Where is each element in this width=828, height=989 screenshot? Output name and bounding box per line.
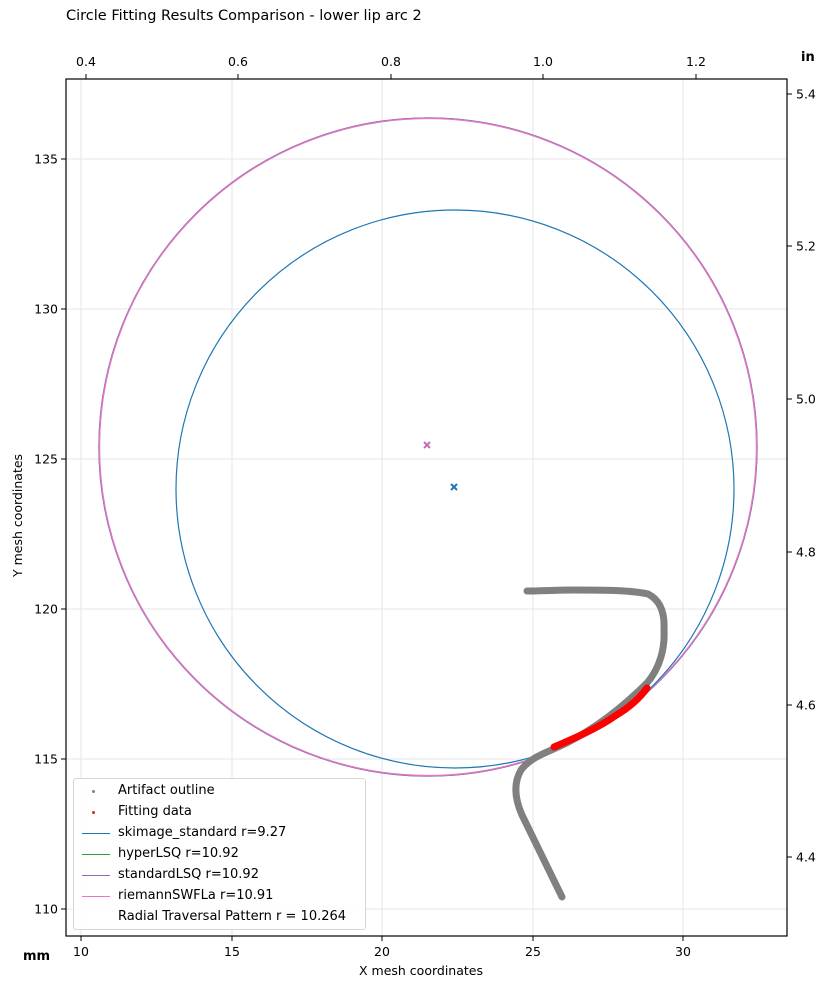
y-tick-label: 125: [34, 451, 58, 467]
y-tick-label: 130: [34, 301, 58, 317]
top-tick-label: 0.4: [76, 54, 96, 69]
top-tick-label: 0.8: [381, 54, 401, 69]
circle-riemannswfla: [98, 117, 758, 777]
right-tick-label: 5.4: [796, 86, 816, 102]
pink-line-icon: [82, 896, 110, 897]
grid-lines: [66, 79, 787, 936]
top-unit-label: in: [801, 50, 815, 65]
legend: Artifact outline Fitting data skimage_st…: [73, 778, 366, 930]
x-tick-label: 30: [675, 944, 691, 959]
top-tick-label: 0.6: [228, 54, 248, 69]
legend-item-fitting-data: Fitting data: [74, 803, 365, 823]
y-tick-label: 120: [34, 601, 58, 617]
y-tick-label: 110: [34, 901, 58, 917]
green-line-icon: [82, 854, 110, 855]
artifact-outline: [512, 586, 668, 901]
purple-line-icon: [82, 875, 110, 876]
x-tick-label: 15: [224, 944, 240, 959]
x-tick-label: 25: [525, 944, 541, 959]
right-tick-label: 4.6: [796, 697, 816, 713]
top-tick-label: 1.2: [686, 54, 706, 69]
legend-item-artifact-outline: Artifact outline: [74, 782, 365, 802]
right-tick-label: 5.0: [796, 391, 816, 407]
right-tick-label: 4.4: [796, 849, 816, 865]
x-tick-label: 20: [374, 944, 390, 959]
gray-point-icon: [92, 790, 95, 793]
right-tick-label: 5.2: [796, 238, 816, 254]
legend-item-radial-traversal: Radial Traversal Pattern r = 10.264: [118, 909, 347, 924]
legend-item-riemannswfla: riemannSWFLa r=10.91: [74, 887, 365, 907]
legend-item-hyperlsq: hyperLSQ r=10.92: [74, 845, 365, 865]
x-tick-label: 10: [73, 944, 89, 959]
y-axis-label: Y mesh coordinates: [10, 453, 25, 577]
axes-frame: [65, 78, 788, 937]
y-tick-label: 135: [34, 151, 58, 167]
y-tick-label: 115: [34, 751, 58, 767]
x-axis-label: X mesh coordinates: [359, 963, 483, 978]
center-marker-lsq: [423, 441, 431, 449]
center-marker-skimage: [450, 483, 458, 491]
fitting-data: [550, 684, 651, 751]
chart-title: Circle Fitting Results Comparison - lowe…: [66, 8, 422, 24]
right-tick-label: 4.8: [796, 544, 816, 560]
bottom-unit-label: mm: [23, 949, 51, 964]
blue-line-icon: [82, 833, 110, 834]
red-point-icon: [92, 811, 95, 814]
legend-item-standardlsq: standardLSQ r=10.92: [74, 866, 365, 886]
top-tick-label: 1.0: [533, 54, 553, 69]
legend-item-skimage-standard: skimage_standard r=9.27: [74, 824, 365, 844]
circle-skimage-standard: [175, 209, 735, 769]
